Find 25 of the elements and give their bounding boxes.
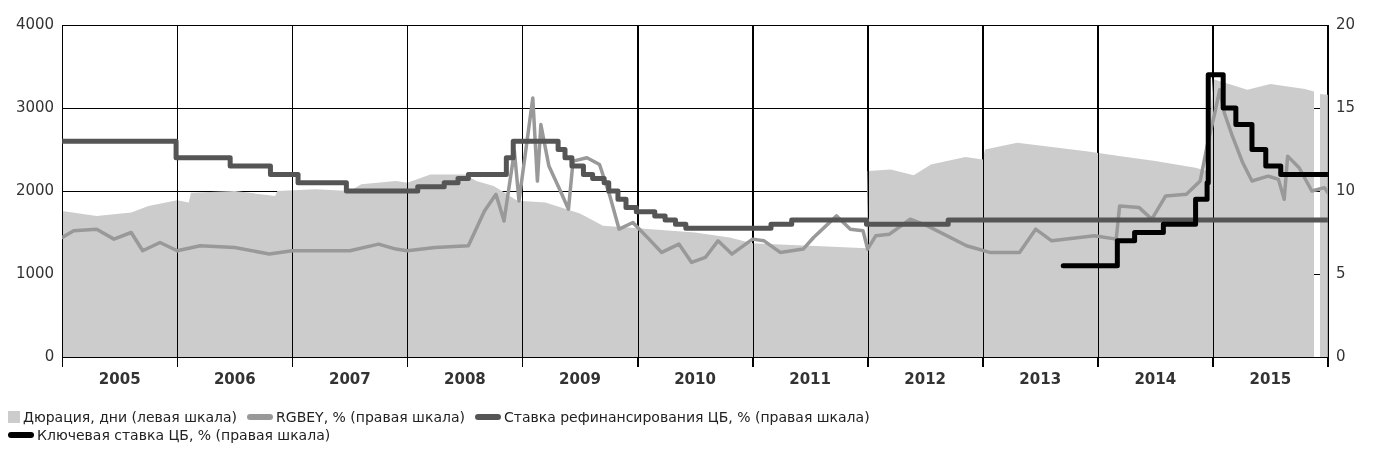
x-tick-label: 2012 <box>904 369 947 388</box>
x-tick-label: 2015 <box>1249 369 1292 388</box>
x-tick-label: 2013 <box>1019 369 1062 388</box>
legend-label: Ставка рефинансирования ЦБ, % (правая шкала) <box>503 409 870 425</box>
y-tick-label: 2000 <box>15 180 55 199</box>
legend-label: Дюрация, дни (левая шкала) <box>23 409 238 425</box>
y2-tick-label: 10 <box>1335 180 1356 199</box>
legend-label: Ключевая ставка ЦБ, % (правая шкала) <box>37 427 331 443</box>
y2-tick-label: 20 <box>1335 14 1356 33</box>
x-tick-label: 2007 <box>328 369 371 388</box>
x-tick-label: 2008 <box>444 369 486 388</box>
x-tick-label: 2010 <box>674 369 716 388</box>
legend-label: RGBEY, % (правая шкала) <box>276 409 465 425</box>
y-tick-label: 0 <box>44 346 55 365</box>
y2-tick-label: 15 <box>1335 97 1356 116</box>
y-tick-label: 4000 <box>15 14 55 33</box>
y-tick-label: 1000 <box>15 263 55 282</box>
y2-tick-label: 0 <box>1335 346 1346 365</box>
x-tick-label: 2006 <box>213 369 256 388</box>
y-tick-label: 3000 <box>15 97 55 116</box>
y2-tick-label: 5 <box>1335 263 1346 282</box>
x-tick-label: 2009 <box>559 369 601 388</box>
x-tick-label: 2011 <box>789 369 831 388</box>
x-tick-label: 2005 <box>98 369 141 388</box>
x-tick-label: 2014 <box>1134 369 1177 388</box>
